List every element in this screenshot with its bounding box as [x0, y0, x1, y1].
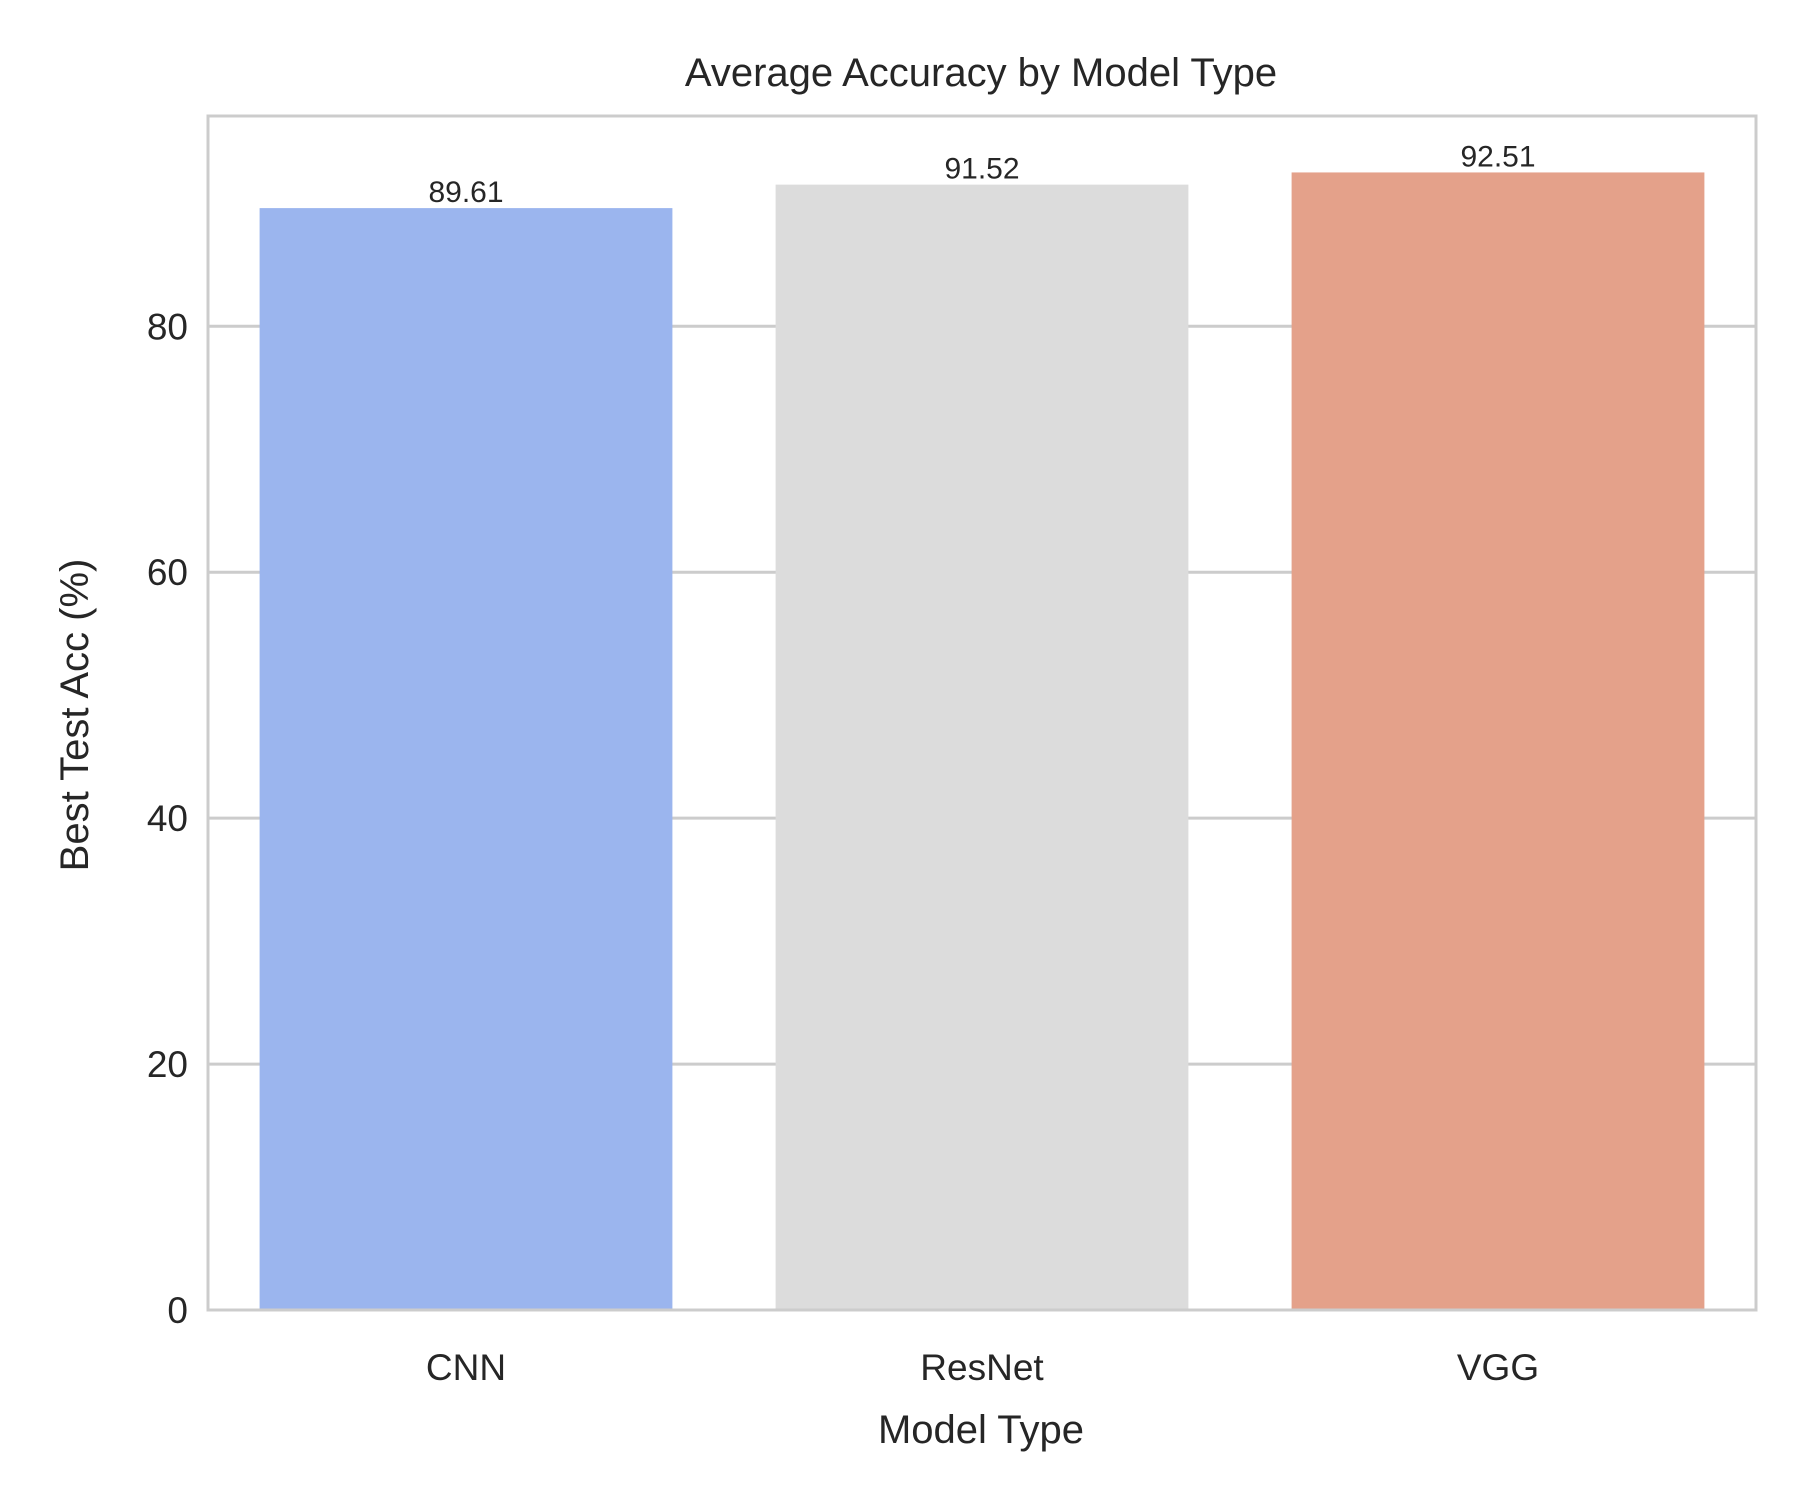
y-tick-label: 60 — [147, 552, 188, 593]
bars — [259, 172, 1705, 1311]
data-label: 89.61 — [428, 176, 503, 209]
bar-resnet — [775, 184, 1189, 1311]
plot-frame — [206, 114, 1758, 1312]
x-tick-labels: CNN ResNet VGG — [426, 1347, 1539, 1388]
data-label: 91.52 — [944, 153, 1019, 186]
y-tick-label: 0 — [167, 1290, 188, 1331]
data-label: 92.51 — [1460, 140, 1535, 173]
x-tick-label: VGG — [1457, 1347, 1539, 1388]
chart-title: Average Accuracy by Model Type — [685, 51, 1277, 95]
bar-vgg — [1291, 172, 1705, 1310]
y-tick-label: 40 — [147, 798, 188, 839]
x-tick-label: CNN — [426, 1347, 506, 1388]
x-axis-label: Model Type — [878, 1408, 1084, 1452]
bar-cnn — [259, 208, 673, 1310]
y-tick-label: 20 — [147, 1044, 188, 1085]
x-tick-label: ResNet — [920, 1347, 1044, 1388]
y-tick-label: 80 — [147, 306, 188, 347]
y-tick-labels: 0 20 40 60 80 — [147, 306, 188, 1331]
data-labels: 89.61 91.52 92.51 — [428, 140, 1535, 209]
y-axis-label: Best Test Acc (%) — [53, 559, 97, 872]
